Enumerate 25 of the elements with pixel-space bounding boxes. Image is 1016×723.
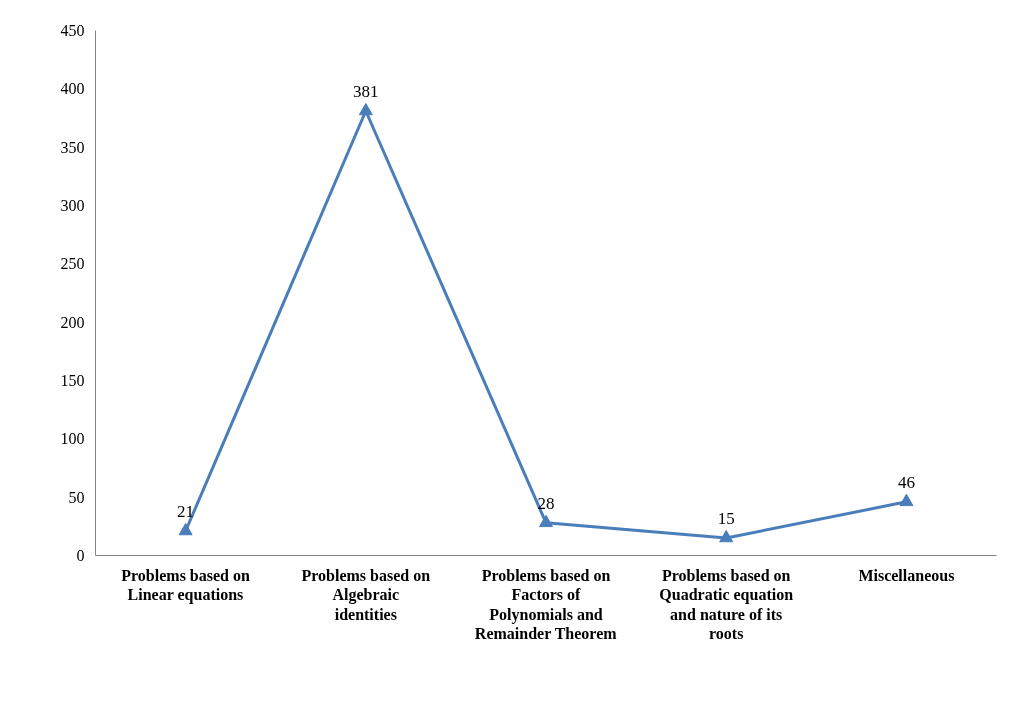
data-label: 46 [897, 472, 915, 492]
data-label: 21 [177, 502, 195, 521]
x-tick-label: Problems based on Quadratic equation and nature of its roots [659, 566, 794, 643]
point [719, 529, 734, 543]
point [899, 493, 914, 507]
data-label: 381 [353, 82, 379, 101]
y-tick-label: 450 [60, 22, 85, 39]
point [539, 514, 553, 528]
y-tick-label: 400 [60, 80, 85, 98]
y-tick-label: 0 [76, 547, 85, 564]
x-tick-label: Miscellaneous [858, 566, 955, 584]
data-label: 15 [717, 509, 735, 528]
x-tick-label: Problems based on Linear equations [121, 566, 251, 605]
y-tick-label: 200 [60, 313, 85, 331]
y-tick-label: 350 [60, 138, 85, 156]
y-tick-label: 300 [60, 197, 85, 214]
data-label: 28 [537, 493, 555, 513]
y-tick-label: 150 [60, 372, 85, 389]
y-tick-label: 250 [60, 255, 85, 273]
point [178, 522, 193, 536]
x-tick-label: Problems based on Factors of Polynomials and Remainder Theorem [474, 566, 618, 643]
y-tick-label: 100 [60, 430, 85, 448]
x-tick-label: Problems based on Algebraic identities [301, 566, 431, 623]
y-tick-label: 50 [68, 488, 85, 506]
point [358, 102, 373, 116]
